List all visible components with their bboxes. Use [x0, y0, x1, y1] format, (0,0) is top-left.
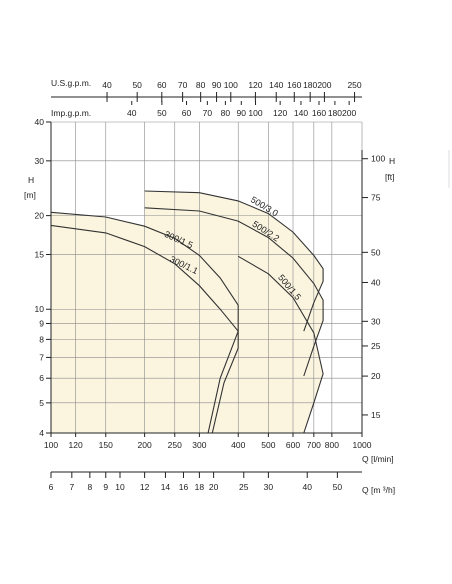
- curve-outlines: [50, 190, 324, 434]
- x-impgpm-tick-label-200: 200: [342, 108, 356, 118]
- x-m3h-tick-label-7: 7: [69, 482, 74, 492]
- x-impgpm-tick-label-120: 120: [273, 108, 287, 118]
- x-impgpm-tick-label-180: 180: [328, 108, 342, 118]
- y-right-tick-label-25: 25: [371, 341, 381, 351]
- h-m-axis-label-unit: [m]: [24, 190, 36, 200]
- grid-lines: [50, 121, 363, 434]
- x-usgpm-tick-label-180: 180: [303, 80, 317, 90]
- x-usgpm-tick-label-90: 90: [212, 80, 222, 90]
- x-lmin-tick-label-500: 500: [261, 440, 275, 450]
- x-lmin-tick-label-200: 200: [138, 440, 152, 450]
- y-left-tick-label-9: 9: [39, 318, 44, 328]
- y-right-tick-label-50: 50: [371, 247, 381, 257]
- x-impgpm-tick-label-50: 50: [157, 108, 167, 118]
- x-m3h-tick-label-16: 16: [179, 482, 189, 492]
- x-usgpm-tick-label-50: 50: [132, 80, 142, 90]
- x-usgpm-tick-label-140: 140: [269, 80, 283, 90]
- axes: [46, 92, 368, 478]
- x-lmin-tick-label-700: 700: [307, 440, 321, 450]
- series-line-500-2-2: [144, 207, 324, 377]
- series-line-500-1-5: [237, 255, 324, 434]
- x-m3h-tick-label-20: 20: [209, 482, 219, 492]
- x-lmin-tick-label-120: 120: [69, 440, 83, 450]
- x-lmin-tick-label-800: 800: [325, 440, 339, 450]
- x-usgpm-tick-label-70: 70: [178, 80, 188, 90]
- x-usgpm-tick-label-160: 160: [287, 80, 301, 90]
- x-m3h-tick-label-12: 12: [140, 482, 150, 492]
- x-usgpm-tick-label-250: 250: [347, 80, 361, 90]
- x-lmin-tick-label-150: 150: [99, 440, 113, 450]
- series-fill-500-1-5: [238, 256, 324, 433]
- y-left-tick-label-5: 5: [39, 398, 44, 408]
- x-m3h-tick-label-50: 50: [333, 482, 343, 492]
- y-left-tick-label-40: 40: [35, 117, 45, 127]
- x-m3h-tick-label-40: 40: [303, 482, 313, 492]
- x-impgpm-tick-label-40: 40: [127, 108, 137, 118]
- q-lmin-axis-label: Q [l/min]: [362, 454, 394, 464]
- x-m3h-tick-label-9: 9: [103, 482, 108, 492]
- y-right-tick-label-75: 75: [371, 193, 381, 203]
- x-lmin-tick-label-1000: 1000: [353, 440, 372, 450]
- curve-fills: [51, 191, 324, 433]
- usgpm-axis-label: U.S.g.p.m.: [51, 78, 91, 88]
- y-right-tick-label-40: 40: [371, 277, 381, 287]
- h-m-axis-label-h: H: [28, 175, 34, 185]
- impgpm-axis-label: Imp.g.p.m.: [51, 108, 91, 118]
- x-usgpm-tick-label-100: 100: [224, 80, 238, 90]
- y-left-tick-label-4: 4: [39, 428, 44, 438]
- series-line-300-1-5: [50, 211, 239, 434]
- x-m3h-tick-label-8: 8: [87, 482, 92, 492]
- y-left-tick-label-15: 15: [35, 249, 45, 259]
- x-impgpm-tick-label-140: 140: [294, 108, 308, 118]
- x-lmin-tick-label-600: 600: [286, 440, 300, 450]
- y-right-tick-label-20: 20: [371, 371, 381, 381]
- x-m3h-tick-label-6: 6: [49, 482, 54, 492]
- q-m3h-axis-label: Q [m ³/h]: [362, 485, 395, 495]
- y-left-tick-label-30: 30: [35, 156, 45, 166]
- x-m3h-tick-label-14: 14: [161, 482, 171, 492]
- x-impgpm-tick-label-80: 80: [221, 108, 231, 118]
- x-impgpm-tick-label-70: 70: [203, 108, 213, 118]
- x-impgpm-tick-label-160: 160: [312, 108, 326, 118]
- x-usgpm-tick-label-200: 200: [317, 80, 331, 90]
- x-m3h-tick-label-30: 30: [264, 482, 274, 492]
- h-ft-axis-label-h: H: [389, 156, 395, 166]
- y-left-tick-label-6: 6: [39, 373, 44, 383]
- series-line-300-1-1: [50, 224, 239, 434]
- x-lmin-tick-label-400: 400: [231, 440, 245, 450]
- x-usgpm-tick-label-120: 120: [248, 80, 262, 90]
- x-m3h-tick-label-18: 18: [195, 482, 205, 492]
- x-impgpm-tick-label-60: 60: [182, 108, 192, 118]
- x-lmin-tick-label-250: 250: [168, 440, 182, 450]
- x-lmin-tick-label-300: 300: [192, 440, 206, 450]
- x-lmin-tick-label-100: 100: [44, 440, 58, 450]
- x-m3h-tick-label-10: 10: [115, 482, 125, 492]
- x-m3h-tick-label-25: 25: [239, 482, 249, 492]
- y-right-tick-label-100: 100: [371, 154, 385, 164]
- h-ft-axis-label-unit: [ft]: [385, 172, 394, 182]
- y-right-tick-label-30: 30: [371, 316, 381, 326]
- y-left-tick-label-7: 7: [39, 352, 44, 362]
- y-right-tick-label-15: 15: [371, 410, 381, 420]
- y-left-tick-label-10: 10: [35, 304, 45, 314]
- x-usgpm-tick-label-80: 80: [196, 80, 206, 90]
- y-left-tick-label-20: 20: [35, 211, 45, 221]
- x-impgpm-tick-label-90: 90: [237, 108, 247, 118]
- x-impgpm-tick-label-100: 100: [248, 108, 262, 118]
- y-left-tick-label-8: 8: [39, 334, 44, 344]
- x-usgpm-tick-label-40: 40: [102, 80, 112, 90]
- x-usgpm-tick-label-60: 60: [157, 80, 167, 90]
